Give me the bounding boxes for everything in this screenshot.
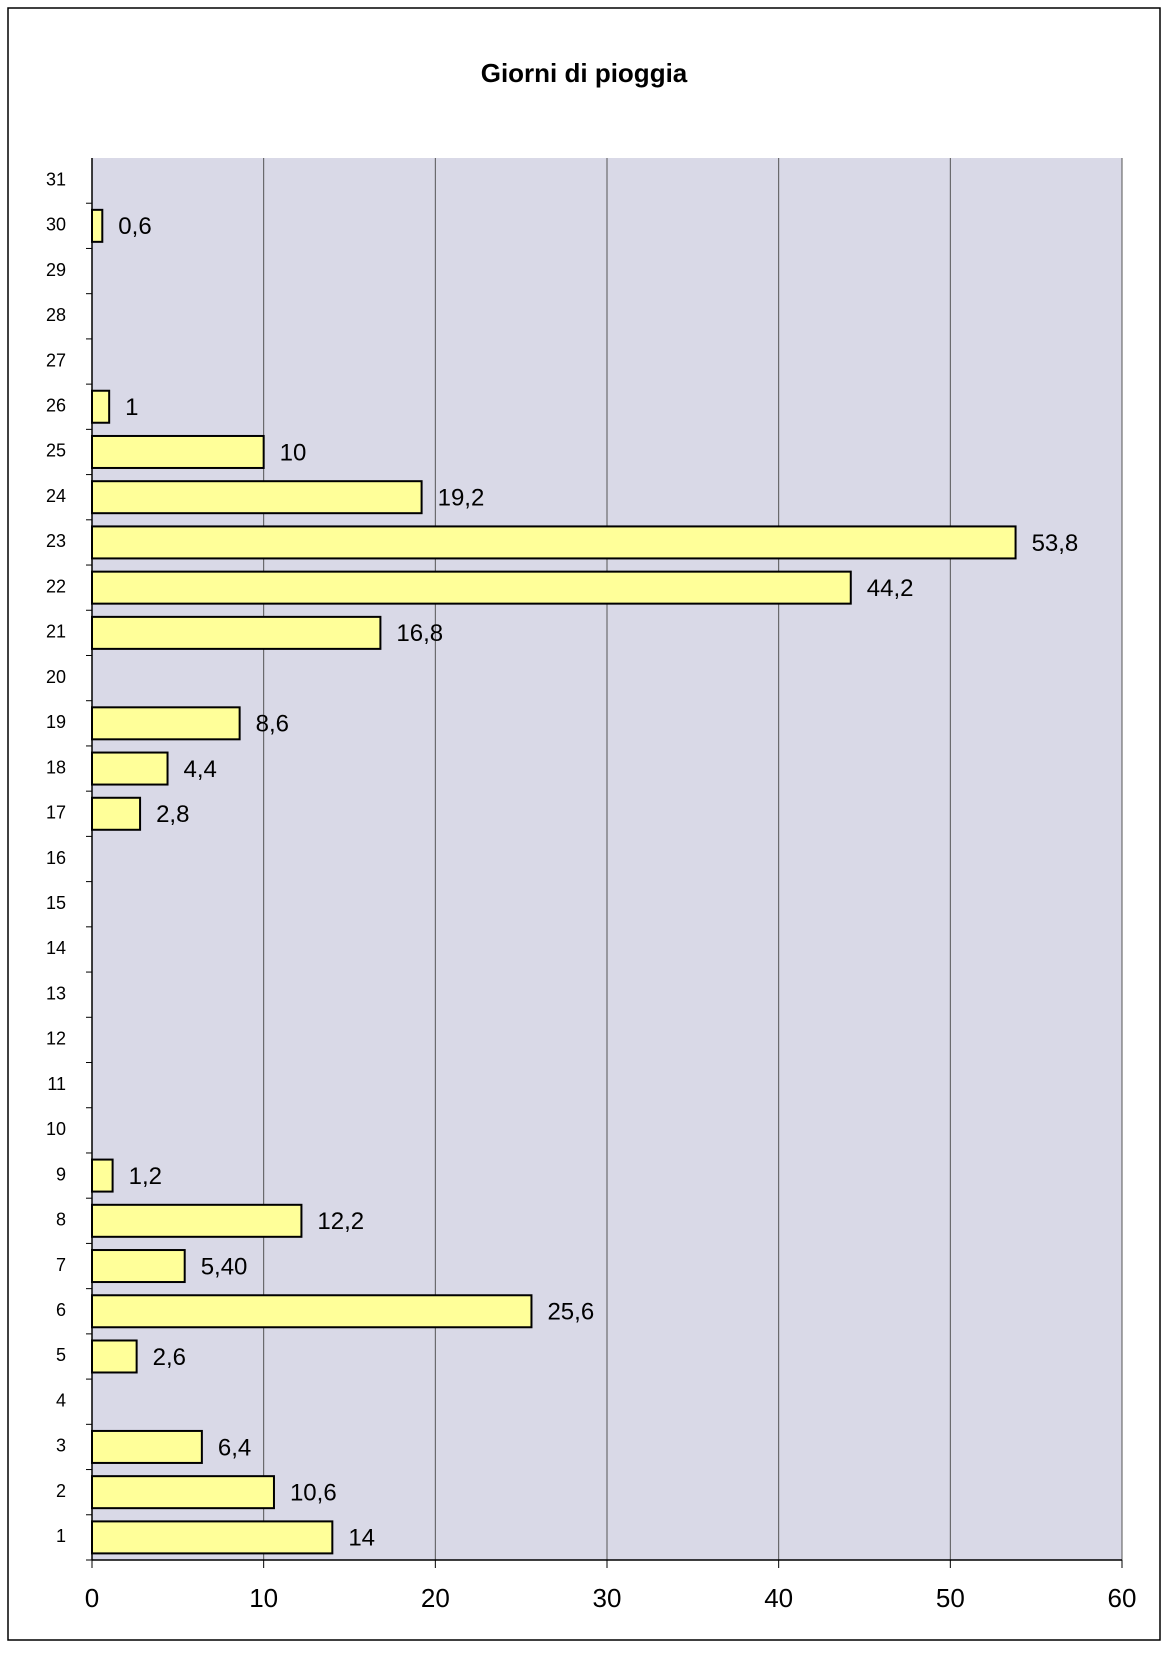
y-tick-label: 21 (46, 622, 66, 642)
value-label: 4,4 (184, 756, 217, 783)
value-label: 16,8 (396, 620, 443, 647)
y-tick-label: 17 (46, 803, 66, 823)
bar (91, 208, 104, 243)
bar (91, 570, 852, 605)
y-tick-label: 23 (46, 531, 66, 551)
y-tick-label: 4 (56, 1390, 66, 1410)
y-tick-label: 31 (46, 169, 66, 189)
x-tick-label: 40 (764, 1583, 793, 1613)
y-tick-label: 5 (56, 1345, 66, 1365)
y-tick-label: 14 (46, 938, 66, 958)
y-tick-label: 2 (56, 1481, 66, 1501)
value-label: 25,6 (547, 1299, 594, 1326)
y-tick-label: 18 (46, 757, 66, 777)
value-label: 10,6 (290, 1480, 337, 1507)
y-tick-label: 27 (46, 350, 66, 370)
bar (91, 480, 423, 515)
value-label: 53,8 (1032, 530, 1079, 557)
x-tick-label: 30 (593, 1583, 622, 1613)
y-tick-label: 25 (46, 441, 66, 461)
value-label: 6,4 (218, 1434, 251, 1461)
value-label: 14 (348, 1525, 375, 1552)
bar (91, 706, 241, 741)
bar (91, 1158, 114, 1193)
bar (91, 1294, 533, 1329)
y-tick-label: 26 (46, 395, 66, 415)
x-tick-label: 50 (936, 1583, 965, 1613)
y-tick-label: 8 (56, 1210, 66, 1230)
x-tick-label: 20 (421, 1583, 450, 1613)
y-tick-label: 20 (46, 667, 66, 687)
bar (91, 1249, 186, 1284)
bar (91, 615, 382, 650)
bar (91, 389, 111, 424)
y-tick-label: 29 (46, 260, 66, 280)
value-label: 2,6 (153, 1344, 186, 1371)
bar (91, 525, 1017, 560)
value-label: 10 (280, 439, 307, 466)
bar (91, 1429, 203, 1464)
y-tick-label: 9 (56, 1164, 66, 1184)
bar (91, 1203, 303, 1238)
value-label: 1,2 (129, 1163, 162, 1190)
y-tick-label: 3 (56, 1436, 66, 1456)
y-tick-label: 7 (56, 1255, 66, 1275)
bar (91, 1339, 138, 1374)
x-tick-label: 10 (249, 1583, 278, 1613)
y-tick-label: 6 (56, 1300, 66, 1320)
value-label: 0,6 (118, 213, 151, 240)
x-tick-label: 60 (1108, 1583, 1137, 1613)
value-label: 1 (125, 394, 138, 421)
value-label: 8,6 (256, 711, 289, 738)
bar (91, 751, 169, 786)
chart-title: Giorni di pioggia (481, 58, 688, 88)
y-tick-label: 28 (46, 305, 66, 325)
y-tick-label: 13 (46, 983, 66, 1003)
y-tick-label: 10 (46, 1119, 66, 1139)
value-label: 2,8 (156, 801, 189, 828)
y-tick-label: 1 (56, 1526, 66, 1546)
y-tick-label: 12 (46, 1029, 66, 1049)
y-tick-label: 15 (46, 893, 66, 913)
value-label: 12,2 (317, 1208, 364, 1235)
bar (91, 434, 265, 469)
y-tick-label: 22 (46, 576, 66, 596)
y-tick-label: 11 (47, 1074, 66, 1094)
y-tick-label: 24 (46, 486, 66, 506)
bar (91, 796, 142, 831)
y-tick-label: 30 (46, 215, 66, 235)
bar (91, 1475, 275, 1510)
bar (91, 1520, 334, 1555)
value-label: 5,40 (201, 1253, 248, 1280)
value-label: 19,2 (438, 485, 485, 512)
y-tick-label: 16 (46, 848, 66, 868)
value-label: 44,2 (867, 575, 914, 602)
y-tick-label: 19 (46, 712, 66, 732)
x-tick-label: 0 (85, 1583, 99, 1613)
